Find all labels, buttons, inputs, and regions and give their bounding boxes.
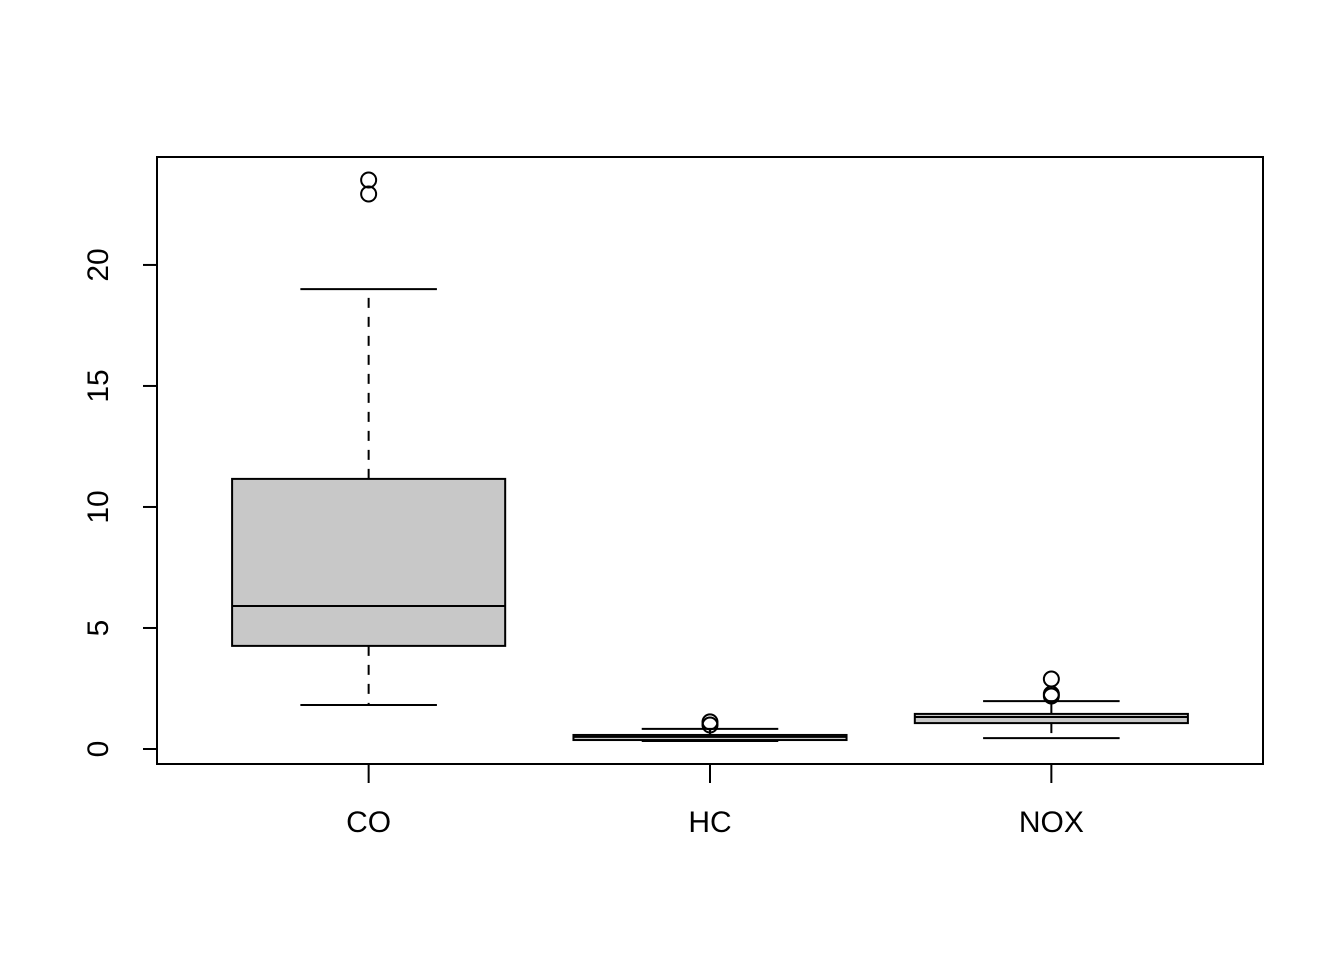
y-tick-label: 10: [82, 490, 115, 523]
x-tick-label: NOX: [1019, 806, 1084, 839]
outlier: [360, 171, 378, 189]
box: [913, 712, 1189, 725]
y-tick-label: 15: [82, 369, 115, 402]
outlier: [1042, 687, 1060, 705]
y-tick-label: 20: [82, 248, 115, 281]
outlier: [360, 185, 378, 203]
x-tick-label: HC: [688, 806, 731, 839]
box: [231, 477, 507, 647]
plot-frame: [156, 156, 1264, 765]
outlier: [1042, 670, 1060, 688]
x-tick-label: CO: [346, 806, 391, 839]
y-tick-label: 5: [82, 620, 115, 637]
outlier: [701, 716, 719, 734]
y-tick-label: 0: [82, 741, 115, 758]
